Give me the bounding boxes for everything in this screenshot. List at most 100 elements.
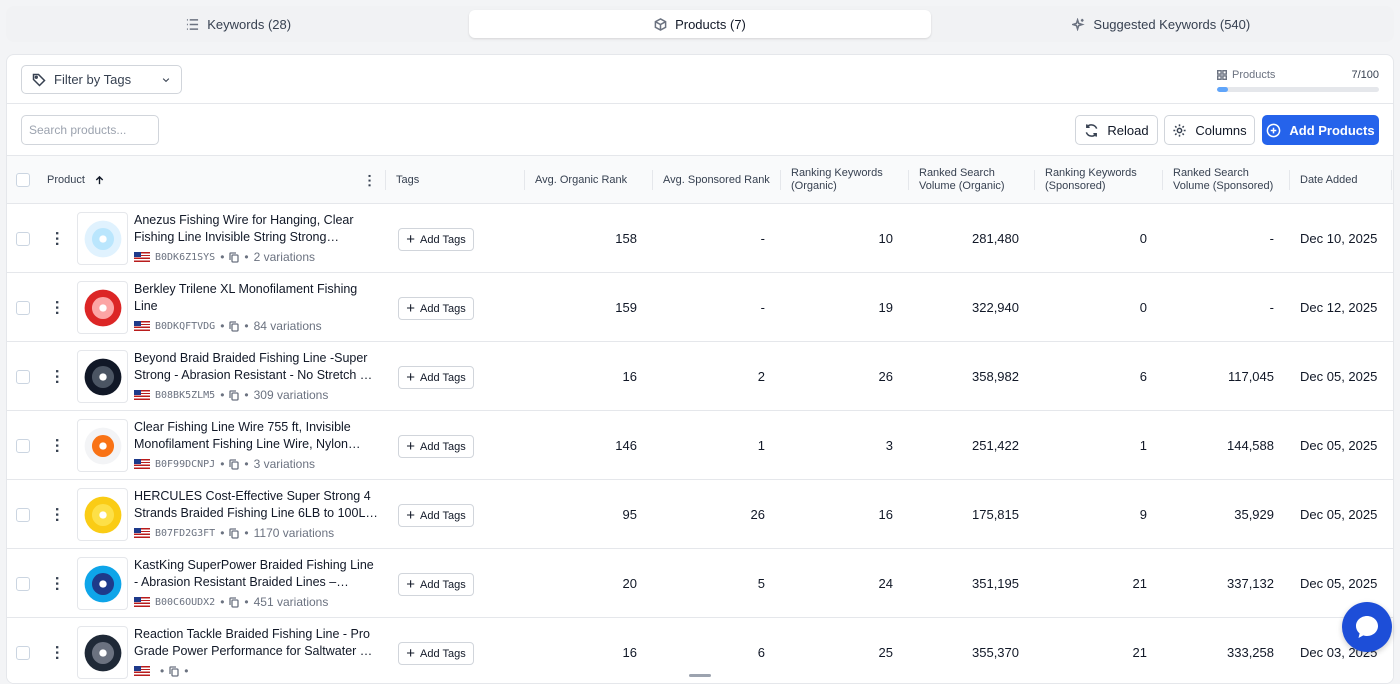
tab-products[interactable]: Products (7) bbox=[469, 10, 931, 38]
product-image-icon bbox=[84, 358, 121, 395]
product-variations[interactable]: 84 variations bbox=[253, 319, 322, 333]
meta-separator: • bbox=[244, 526, 249, 540]
product-title[interactable]: Reaction Tackle Braided Fishing Line - P… bbox=[134, 627, 373, 658]
product-variations[interactable]: 1170 variations bbox=[253, 526, 335, 540]
product-asin[interactable]: B0F99DCNPJ bbox=[155, 458, 216, 470]
col-date-added[interactable]: Date Added bbox=[1290, 156, 1392, 204]
row-menu-icon[interactable]: ··· bbox=[48, 437, 65, 454]
add-tags-button[interactable]: + Add Tags bbox=[398, 297, 474, 320]
meta-separator: • bbox=[220, 319, 225, 333]
row-checkbox[interactable] bbox=[16, 300, 30, 315]
col-avg-organic-label: Avg. Organic Rank bbox=[535, 173, 628, 186]
product-thumbnail[interactable] bbox=[77, 350, 128, 403]
product-variations[interactable]: 309 variations bbox=[253, 388, 329, 402]
copy-icon[interactable] bbox=[229, 320, 240, 332]
table-row[interactable]: ··· Clear Fishing Line Wire 755 ft, Invis… bbox=[7, 411, 1393, 480]
row-menu-icon[interactable]: ··· bbox=[48, 368, 65, 385]
row-menu-icon[interactable]: ··· bbox=[48, 230, 65, 247]
col-ranked-search-volume-sponsored[interactable]: Ranked Search Volume (Sponsored) bbox=[1163, 156, 1290, 204]
col-tags[interactable]: Tags bbox=[386, 156, 525, 204]
row-menu-cell: ··· bbox=[48, 618, 65, 683]
copy-icon[interactable] bbox=[229, 251, 240, 263]
product-asin[interactable]: B0DK6Z1SYS bbox=[155, 251, 216, 263]
plus-icon: + bbox=[406, 437, 416, 455]
search-products-input[interactable] bbox=[21, 115, 159, 145]
col-avg-organic-rank[interactable]: Avg. Organic Rank bbox=[525, 156, 653, 204]
table-row[interactable]: ··· Reaction Tackle Braided Fishing Line … bbox=[7, 618, 1393, 683]
meta-separator: • bbox=[160, 664, 165, 678]
copy-icon[interactable] bbox=[229, 458, 240, 470]
horizontal-scrollbar[interactable] bbox=[689, 674, 711, 677]
product-thumbnail[interactable] bbox=[77, 557, 128, 610]
add-tags-button[interactable]: + Add Tags bbox=[398, 573, 474, 596]
meta-separator: • bbox=[244, 457, 249, 471]
product-variations[interactable]: 2 variations bbox=[253, 250, 315, 264]
product-variations[interactable]: 3 variations bbox=[253, 457, 315, 471]
product-title[interactable]: Clear Fishing Line Wire 755 ft, Invisibl… bbox=[134, 420, 361, 451]
row-menu-icon[interactable]: ··· bbox=[48, 299, 65, 316]
add-tags-button[interactable]: + Add Tags bbox=[398, 504, 474, 527]
table-row[interactable]: ··· Berkley Trilene XL Monofilament Fishi… bbox=[7, 273, 1393, 342]
product-title[interactable]: HERCULES Cost-Effective Super Strong 4 S… bbox=[134, 489, 378, 520]
product-asin[interactable]: B0DKQFTVDG bbox=[155, 320, 216, 332]
col-ranked-search-volume-organic[interactable]: Ranked Search Volume (Organic) bbox=[909, 156, 1035, 204]
columns-label: Columns bbox=[1195, 122, 1247, 138]
row-menu-icon[interactable]: ··· bbox=[48, 575, 65, 592]
row-menu-icon[interactable]: ··· bbox=[48, 506, 65, 523]
add-products-button[interactable]: Add Products bbox=[1262, 115, 1379, 145]
cell-avg-sponsored-rank: 5 bbox=[757, 576, 765, 591]
tab-keywords[interactable]: Keywords (28) bbox=[8, 10, 469, 38]
copy-icon[interactable] bbox=[229, 389, 240, 401]
row-checkbox[interactable] bbox=[16, 507, 30, 522]
product-variations[interactable]: 451 variations bbox=[253, 595, 329, 609]
filter-by-tags-dropdown[interactable]: Filter by Tags bbox=[21, 65, 182, 94]
copy-icon[interactable] bbox=[229, 527, 240, 539]
chat-support-button[interactable] bbox=[1342, 602, 1392, 652]
col-product[interactable]: Product ··· bbox=[37, 156, 386, 204]
tab-suggested-keywords[interactable]: Suggested Keywords (540) bbox=[931, 10, 1392, 38]
product-title[interactable]: Anezus Fishing Wire for Hanging, Clear F… bbox=[134, 213, 354, 244]
row-checkbox[interactable] bbox=[16, 645, 30, 660]
table-row[interactable]: ··· Anezus Fishing Wire for Hanging, Clea… bbox=[7, 204, 1393, 273]
product-thumbnail[interactable] bbox=[77, 626, 128, 679]
add-tags-button[interactable]: + Add Tags bbox=[398, 435, 474, 458]
col-ranking-keywords-organic[interactable]: Ranking Keywords (Organic) bbox=[781, 156, 909, 204]
row-checkbox[interactable] bbox=[16, 576, 30, 591]
product-title[interactable]: Berkley Trilene XL Monofilament Fishing … bbox=[134, 282, 358, 313]
col-ranking-keywords-sponsored[interactable]: Ranking Keywords (Sponsored) bbox=[1035, 156, 1163, 204]
table-row[interactable]: ··· HERCULES Cost-Effective Super Strong … bbox=[7, 480, 1393, 549]
meta-separator: • bbox=[220, 595, 225, 609]
product-meta: • • bbox=[134, 664, 193, 678]
copy-icon[interactable] bbox=[229, 596, 240, 608]
add-tags-button[interactable]: + Add Tags bbox=[398, 366, 474, 389]
table-row[interactable]: ··· KastKing SuperPower Braided Fishing L… bbox=[7, 549, 1393, 618]
product-asin[interactable]: B00C6OUDX2 bbox=[155, 596, 216, 608]
product-asin[interactable]: B08BK5ZLM5 bbox=[155, 389, 216, 401]
product-thumbnail[interactable] bbox=[77, 419, 128, 472]
product-thumbnail[interactable] bbox=[77, 488, 128, 541]
product-column-menu-icon[interactable]: ··· bbox=[362, 174, 378, 188]
product-asin[interactable]: B07FD2G3FT bbox=[155, 527, 216, 539]
product-title[interactable]: Beyond Braid Braided Fishing Line -Super… bbox=[134, 351, 373, 382]
cell-ranking-keywords-sponsored: 0 bbox=[1139, 231, 1147, 246]
row-menu-icon[interactable]: ··· bbox=[48, 644, 65, 661]
add-tags-button[interactable]: + Add Tags bbox=[398, 228, 474, 251]
product-title[interactable]: KastKing SuperPower Braided Fishing Line… bbox=[134, 558, 374, 589]
col-avg-sponsored-rank[interactable]: Avg. Sponsored Rank bbox=[653, 156, 781, 204]
filter-by-tags-label: Filter by Tags bbox=[54, 72, 132, 87]
add-tags-button[interactable]: + Add Tags bbox=[398, 642, 474, 665]
product-thumbnail[interactable] bbox=[77, 281, 128, 334]
reload-button[interactable]: Reload bbox=[1075, 115, 1158, 145]
product-thumbnail[interactable] bbox=[77, 212, 128, 265]
row-checkbox[interactable] bbox=[16, 438, 30, 453]
columns-button[interactable]: Columns bbox=[1164, 115, 1255, 145]
quota-progress-fill bbox=[1217, 87, 1229, 92]
view-tabs: Keywords (28) Products (7) Suggested Key… bbox=[6, 6, 1394, 42]
row-checkbox[interactable] bbox=[16, 231, 30, 246]
select-all-checkbox[interactable] bbox=[16, 173, 30, 187]
row-checkbox[interactable] bbox=[16, 369, 30, 384]
table-row[interactable]: ··· Beyond Braid Braided Fishing Line -Su… bbox=[7, 342, 1393, 411]
copy-icon[interactable] bbox=[169, 665, 179, 677]
quota-label: Products bbox=[1232, 69, 1276, 81]
sort-ascending-icon[interactable] bbox=[94, 175, 105, 186]
